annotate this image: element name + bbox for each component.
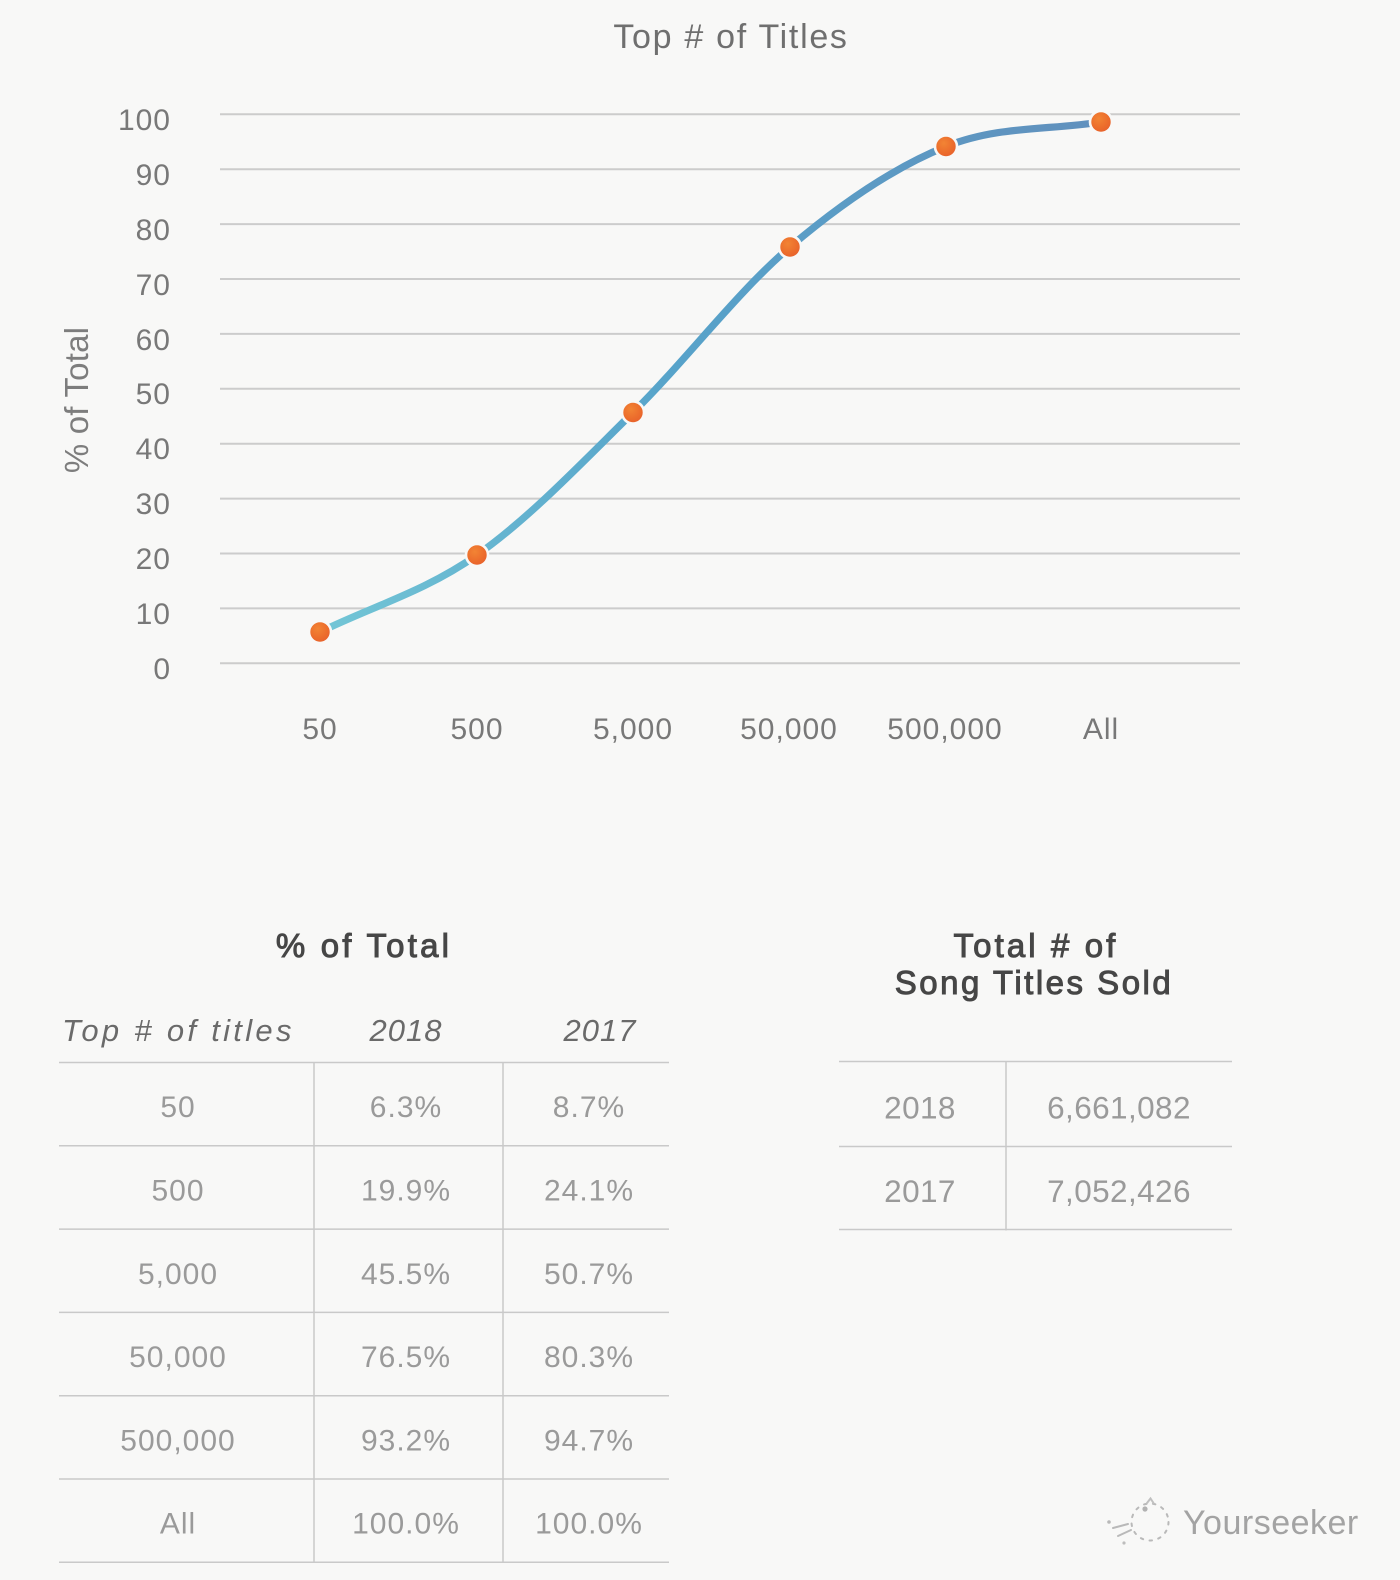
svg-text:60: 60 <box>136 324 171 357</box>
svg-text:500: 500 <box>450 713 503 746</box>
svg-text:2017: 2017 <box>563 1013 638 1048</box>
svg-text:5,000: 5,000 <box>138 1258 218 1291</box>
svg-text:2017: 2017 <box>884 1173 956 1209</box>
svg-text:7,052,426: 7,052,426 <box>1047 1173 1191 1209</box>
svg-text:70: 70 <box>136 269 171 302</box>
svg-text:8.7%: 8.7% <box>553 1091 625 1124</box>
svg-text:Yourseeker: Yourseeker <box>1183 1504 1359 1542</box>
svg-text:% of Total: % of Total <box>58 327 95 473</box>
svg-text:All: All <box>160 1508 196 1541</box>
svg-text:50,000: 50,000 <box>129 1341 227 1374</box>
svg-text:50,000: 50,000 <box>740 713 838 746</box>
svg-text:Song Titles Sold: Song Titles Sold <box>895 964 1173 1001</box>
svg-text:93.2%: 93.2% <box>361 1425 451 1458</box>
svg-text:100: 100 <box>118 104 171 137</box>
svg-text:50: 50 <box>302 713 337 746</box>
svg-text:2018: 2018 <box>369 1013 443 1048</box>
svg-text:2018: 2018 <box>884 1090 956 1126</box>
svg-text:0: 0 <box>153 653 171 686</box>
svg-text:80: 80 <box>136 214 171 247</box>
svg-text:Top # of Titles: Top # of Titles <box>613 18 848 56</box>
svg-text:50: 50 <box>136 378 171 411</box>
svg-text:100.0%: 100.0% <box>535 1508 643 1541</box>
svg-text:24.1%: 24.1% <box>544 1175 634 1208</box>
svg-text:30: 30 <box>136 488 171 521</box>
svg-text:500,000: 500,000 <box>120 1425 235 1458</box>
svg-text:Top # of titles: Top # of titles <box>62 1013 295 1048</box>
svg-text:6.3%: 6.3% <box>370 1091 442 1124</box>
svg-text:94.7%: 94.7% <box>544 1425 634 1458</box>
svg-text:% of Total: % of Total <box>276 927 452 964</box>
svg-text:40: 40 <box>136 433 171 466</box>
svg-text:10: 10 <box>136 598 171 631</box>
svg-text:20: 20 <box>136 543 171 576</box>
svg-text:50: 50 <box>160 1091 195 1124</box>
svg-text:5,000: 5,000 <box>593 713 673 746</box>
svg-text:50.7%: 50.7% <box>544 1258 634 1291</box>
svg-text:500: 500 <box>151 1175 204 1208</box>
svg-text:6,661,082: 6,661,082 <box>1047 1090 1191 1126</box>
svg-text:500,000: 500,000 <box>887 713 1002 746</box>
svg-text:100.0%: 100.0% <box>352 1508 460 1541</box>
svg-text:All: All <box>1083 713 1119 746</box>
svg-text:76.5%: 76.5% <box>361 1341 451 1374</box>
svg-text:Total # of: Total # of <box>954 927 1119 964</box>
svg-text:45.5%: 45.5% <box>361 1258 451 1291</box>
svg-text:80.3%: 80.3% <box>544 1341 634 1374</box>
svg-text:90: 90 <box>136 159 171 192</box>
svg-text:19.9%: 19.9% <box>361 1175 451 1208</box>
